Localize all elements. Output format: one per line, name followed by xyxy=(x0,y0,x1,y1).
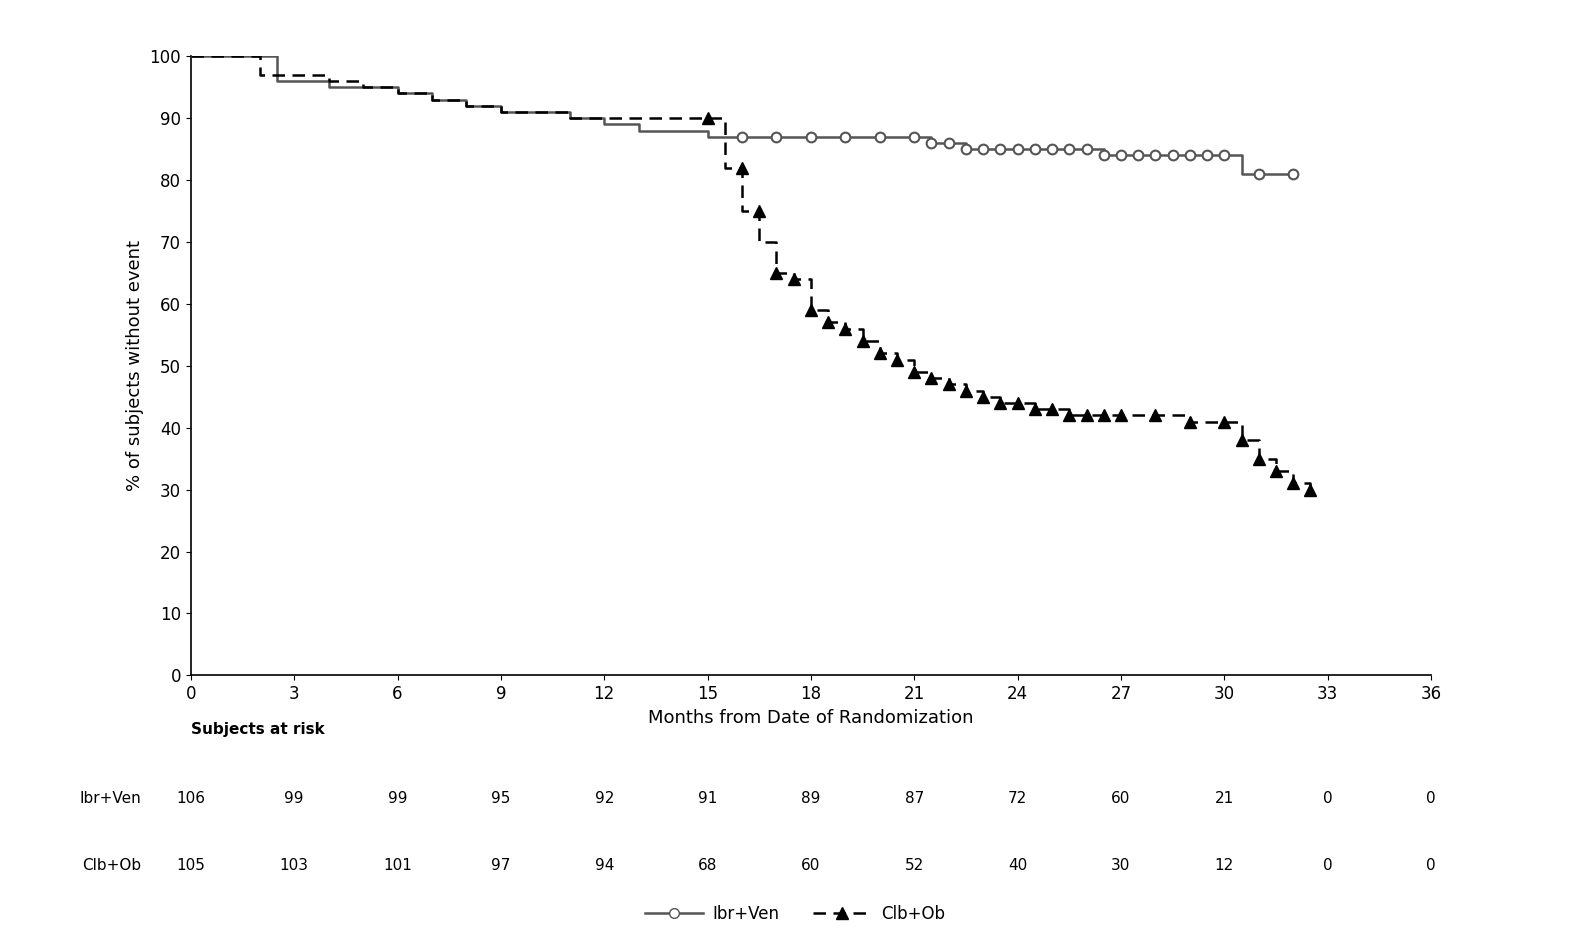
Y-axis label: % of subjects without event: % of subjects without event xyxy=(126,240,145,492)
Text: 89: 89 xyxy=(801,791,820,806)
Text: 99: 99 xyxy=(388,791,407,806)
Legend: Ibr+Ven, Clb+Ob: Ibr+Ven, Clb+Ob xyxy=(638,899,952,930)
Text: 0: 0 xyxy=(1323,791,1332,806)
Text: 92: 92 xyxy=(595,791,614,806)
X-axis label: Months from Date of Randomization: Months from Date of Randomization xyxy=(649,708,973,727)
Text: 40: 40 xyxy=(1008,858,1027,873)
Text: 60: 60 xyxy=(801,858,820,873)
Text: 0: 0 xyxy=(1426,791,1436,806)
Text: 87: 87 xyxy=(905,791,924,806)
Text: 99: 99 xyxy=(285,791,304,806)
Text: 12: 12 xyxy=(1215,858,1234,873)
Text: 105: 105 xyxy=(176,858,205,873)
Text: 60: 60 xyxy=(1111,791,1130,806)
Text: 101: 101 xyxy=(383,858,412,873)
Text: 97: 97 xyxy=(491,858,510,873)
Text: 103: 103 xyxy=(280,858,308,873)
Text: 91: 91 xyxy=(698,791,717,806)
Text: 94: 94 xyxy=(595,858,614,873)
Text: Subjects at risk: Subjects at risk xyxy=(191,722,324,737)
Text: 0: 0 xyxy=(1426,858,1436,873)
Text: 106: 106 xyxy=(176,791,205,806)
Text: 52: 52 xyxy=(905,858,924,873)
Text: 95: 95 xyxy=(491,791,510,806)
Text: 30: 30 xyxy=(1111,858,1130,873)
Text: 68: 68 xyxy=(698,858,717,873)
Text: 21: 21 xyxy=(1215,791,1234,806)
Text: 72: 72 xyxy=(1008,791,1027,806)
Text: Clb+Ob: Clb+Ob xyxy=(83,858,142,873)
Text: 0: 0 xyxy=(1323,858,1332,873)
Text: Ibr+Ven: Ibr+Ven xyxy=(80,791,142,806)
